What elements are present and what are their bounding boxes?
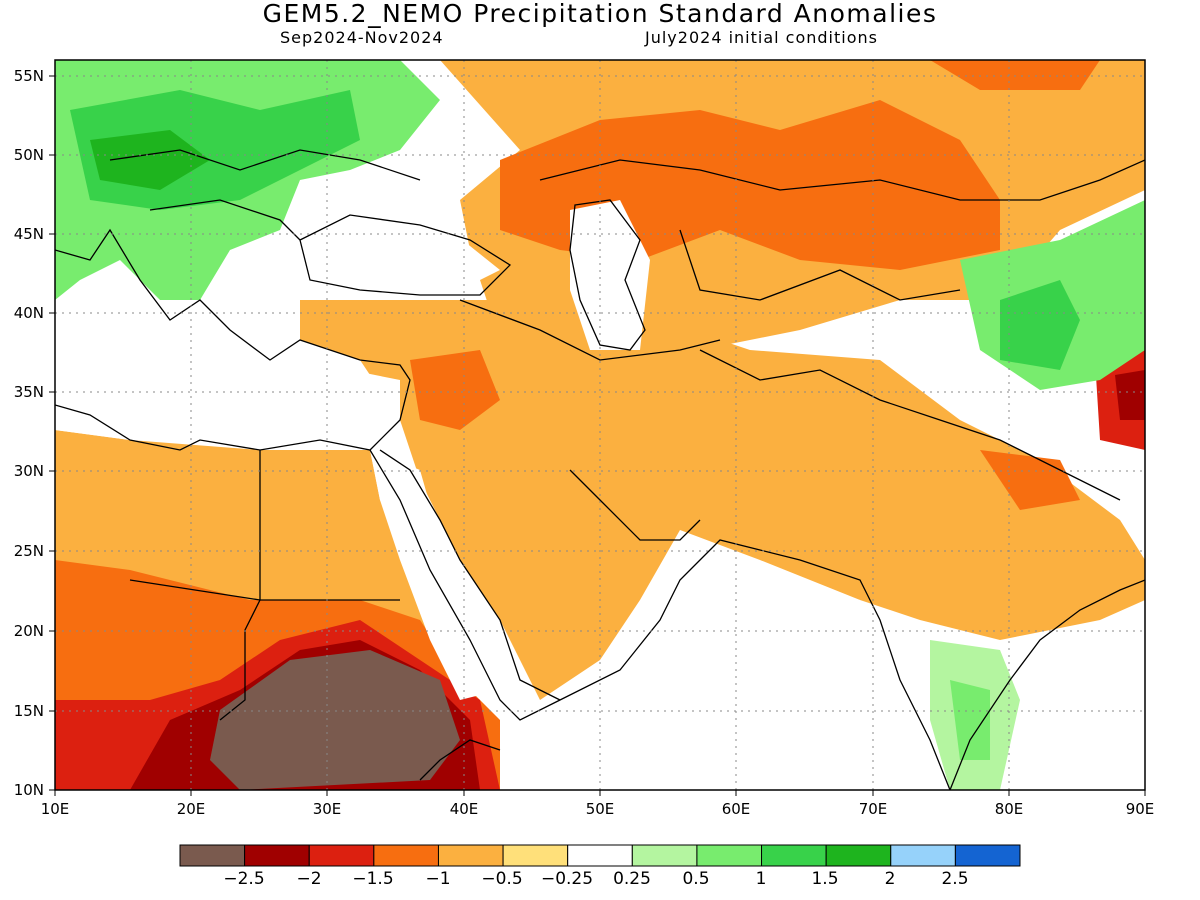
lon-label: 60E — [722, 800, 751, 818]
lon-label: 80E — [995, 800, 1024, 818]
lon-label: 90E — [1126, 800, 1155, 818]
lat-label: 15N — [14, 702, 44, 720]
colorbar-swatch — [954, 844, 1021, 867]
colorbar-label: 2 — [884, 869, 896, 889]
lat-label: 35N — [14, 383, 44, 401]
colorbar-swatch — [373, 844, 439, 867]
lat-label: 40N — [14, 304, 44, 322]
colorbar-swatch — [890, 844, 956, 867]
colorbar-swatch — [567, 844, 633, 867]
colorbar-label: −2.5 — [223, 869, 265, 889]
colorbar-swatch — [696, 844, 763, 867]
colorbar-swatch — [308, 844, 375, 867]
colorbar-label: 0.5 — [682, 869, 710, 889]
lat-label: 50N — [14, 146, 44, 164]
colorbar — [179, 844, 1021, 867]
colorbar-label: −2 — [296, 869, 322, 889]
colorbar-swatch — [631, 844, 698, 867]
lat-label: 30N — [14, 462, 44, 480]
colorbar-label: −0.25 — [540, 869, 594, 889]
lat-label: 20N — [14, 622, 44, 640]
colorbar-swatch — [502, 844, 569, 867]
colorbar-label: 2.5 — [941, 869, 969, 889]
colorbar-swatch — [437, 844, 504, 867]
initial-conditions: July2024 initial conditions — [645, 28, 878, 47]
lon-label: 50E — [586, 800, 615, 818]
anomaly-field — [55, 60, 1145, 790]
colorbar-label: 1 — [755, 869, 767, 889]
lat-label: 10N — [14, 781, 44, 799]
colorbar-label: 0.25 — [613, 869, 651, 889]
colorbar-swatch — [244, 844, 310, 867]
lat-label: 55N — [14, 67, 44, 85]
lon-label: 70E — [859, 800, 888, 818]
longitude-labels: 10E 20E 30E 40E 50E 60E 70E 80E 90E — [41, 800, 1155, 818]
latitude-labels: 55N 50N 45N 40N 35N 30N 25N 20N 15N 10N — [14, 67, 44, 799]
coastlines — [55, 149, 1145, 790]
map-title: GEM5.2_NEMO Precipitation Standard Anoma… — [262, 0, 938, 28]
gridlines — [55, 60, 1145, 790]
forecast-period: Sep2024-Nov2024 — [280, 28, 444, 47]
colorbar-label: −0.5 — [481, 869, 523, 889]
lat-label: 25N — [14, 542, 44, 560]
lon-label: 20E — [177, 800, 206, 818]
lon-label: 30E — [313, 800, 342, 818]
colorbar-swatch — [825, 844, 892, 867]
colorbar-swatch — [761, 844, 827, 867]
colorbar-label: −1 — [425, 869, 451, 889]
colorbar-label: 1.5 — [811, 869, 839, 889]
colorbar-label: −1.5 — [352, 869, 394, 889]
colorbar-swatch — [179, 844, 246, 867]
lon-label: 10E — [41, 800, 70, 818]
lon-label: 40E — [450, 800, 479, 818]
tick-marks — [49, 75, 1146, 796]
lat-label: 45N — [14, 225, 44, 243]
